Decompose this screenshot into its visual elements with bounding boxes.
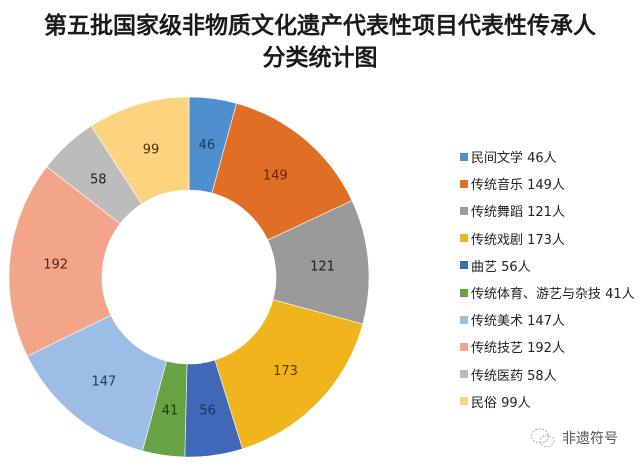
chart-title-line2: 分类统计图 (262, 44, 378, 71)
watermark: 非遗符号 (530, 427, 618, 449)
donut-slice (8, 166, 121, 357)
legend-item: 传统体育、游艺与杂技 41人 (460, 279, 635, 306)
legend-item: 传统美术 147人 (460, 306, 635, 333)
slice-value-label: 58 (90, 172, 107, 187)
slice-value-label: 46 (199, 138, 216, 153)
legend-label: 传统医药 58人 (471, 368, 557, 384)
wechat-bubble-icon (531, 428, 555, 447)
slice-value-label: 56 (199, 404, 216, 419)
slice-value-label: 99 (143, 142, 160, 157)
legend-item: 民俗 99人 (460, 388, 635, 415)
slice-value-label: 192 (43, 257, 68, 272)
legend-label: 传统音乐 149人 (471, 178, 565, 194)
slice-value-label: 121 (310, 259, 335, 274)
legend-label: 传统舞蹈 121人 (471, 205, 565, 221)
donut-slice (214, 299, 364, 450)
legend-swatch (460, 370, 468, 379)
slice-value-label: 149 (263, 168, 288, 183)
legend-swatch (460, 261, 468, 270)
watermark-text: 非遗符号 (562, 431, 618, 447)
legend-item: 传统技艺 192人 (460, 333, 635, 360)
slice-value-label: 147 (91, 375, 116, 390)
legend-item: 传统医药 58人 (460, 361, 635, 388)
legend-label: 传统戏剧 173人 (471, 232, 565, 248)
donut-slices (8, 96, 370, 458)
chart-title-line1: 第五批国家级非物质文化遗产代表性项目代表性传承人 (44, 12, 596, 39)
legend-label: 传统体育、游艺与杂技 41人 (471, 287, 635, 303)
legend-swatch (460, 342, 468, 351)
legend-label: 曲艺 56人 (471, 259, 531, 275)
legend-item: 传统戏剧 173人 (460, 225, 635, 252)
chart-legend: 民间文学 46人 传统音乐 149人 传统舞蹈 121人 传统戏剧 173人 曲艺 56… (460, 143, 635, 415)
legend-item: 民间文学 46人 (460, 143, 635, 170)
legend-label: 民间文学 46人 (471, 151, 557, 167)
donut-slice (90, 96, 190, 205)
legend-swatch (460, 206, 468, 215)
donut-value-labels: 46 149 121 173 56 41 147 192 58 99 (43, 138, 335, 419)
legend-item: 曲艺 56人 (460, 252, 635, 279)
legend-swatch (460, 397, 468, 406)
legend-swatch (460, 152, 468, 161)
legend-swatch (460, 315, 468, 324)
legend-swatch (460, 288, 468, 297)
legend-label: 传统技艺 192人 (471, 341, 565, 357)
legend-label: 民俗 99人 (471, 395, 531, 411)
legend-item: 传统音乐 149人 (460, 170, 635, 197)
legend-label: 传统美术 147人 (471, 314, 565, 330)
slice-value-label: 41 (162, 404, 179, 419)
legend-swatch (460, 179, 468, 188)
legend-swatch (460, 234, 468, 243)
slice-value-label: 173 (273, 364, 298, 379)
legend-item: 传统舞蹈 121人 (460, 197, 635, 224)
